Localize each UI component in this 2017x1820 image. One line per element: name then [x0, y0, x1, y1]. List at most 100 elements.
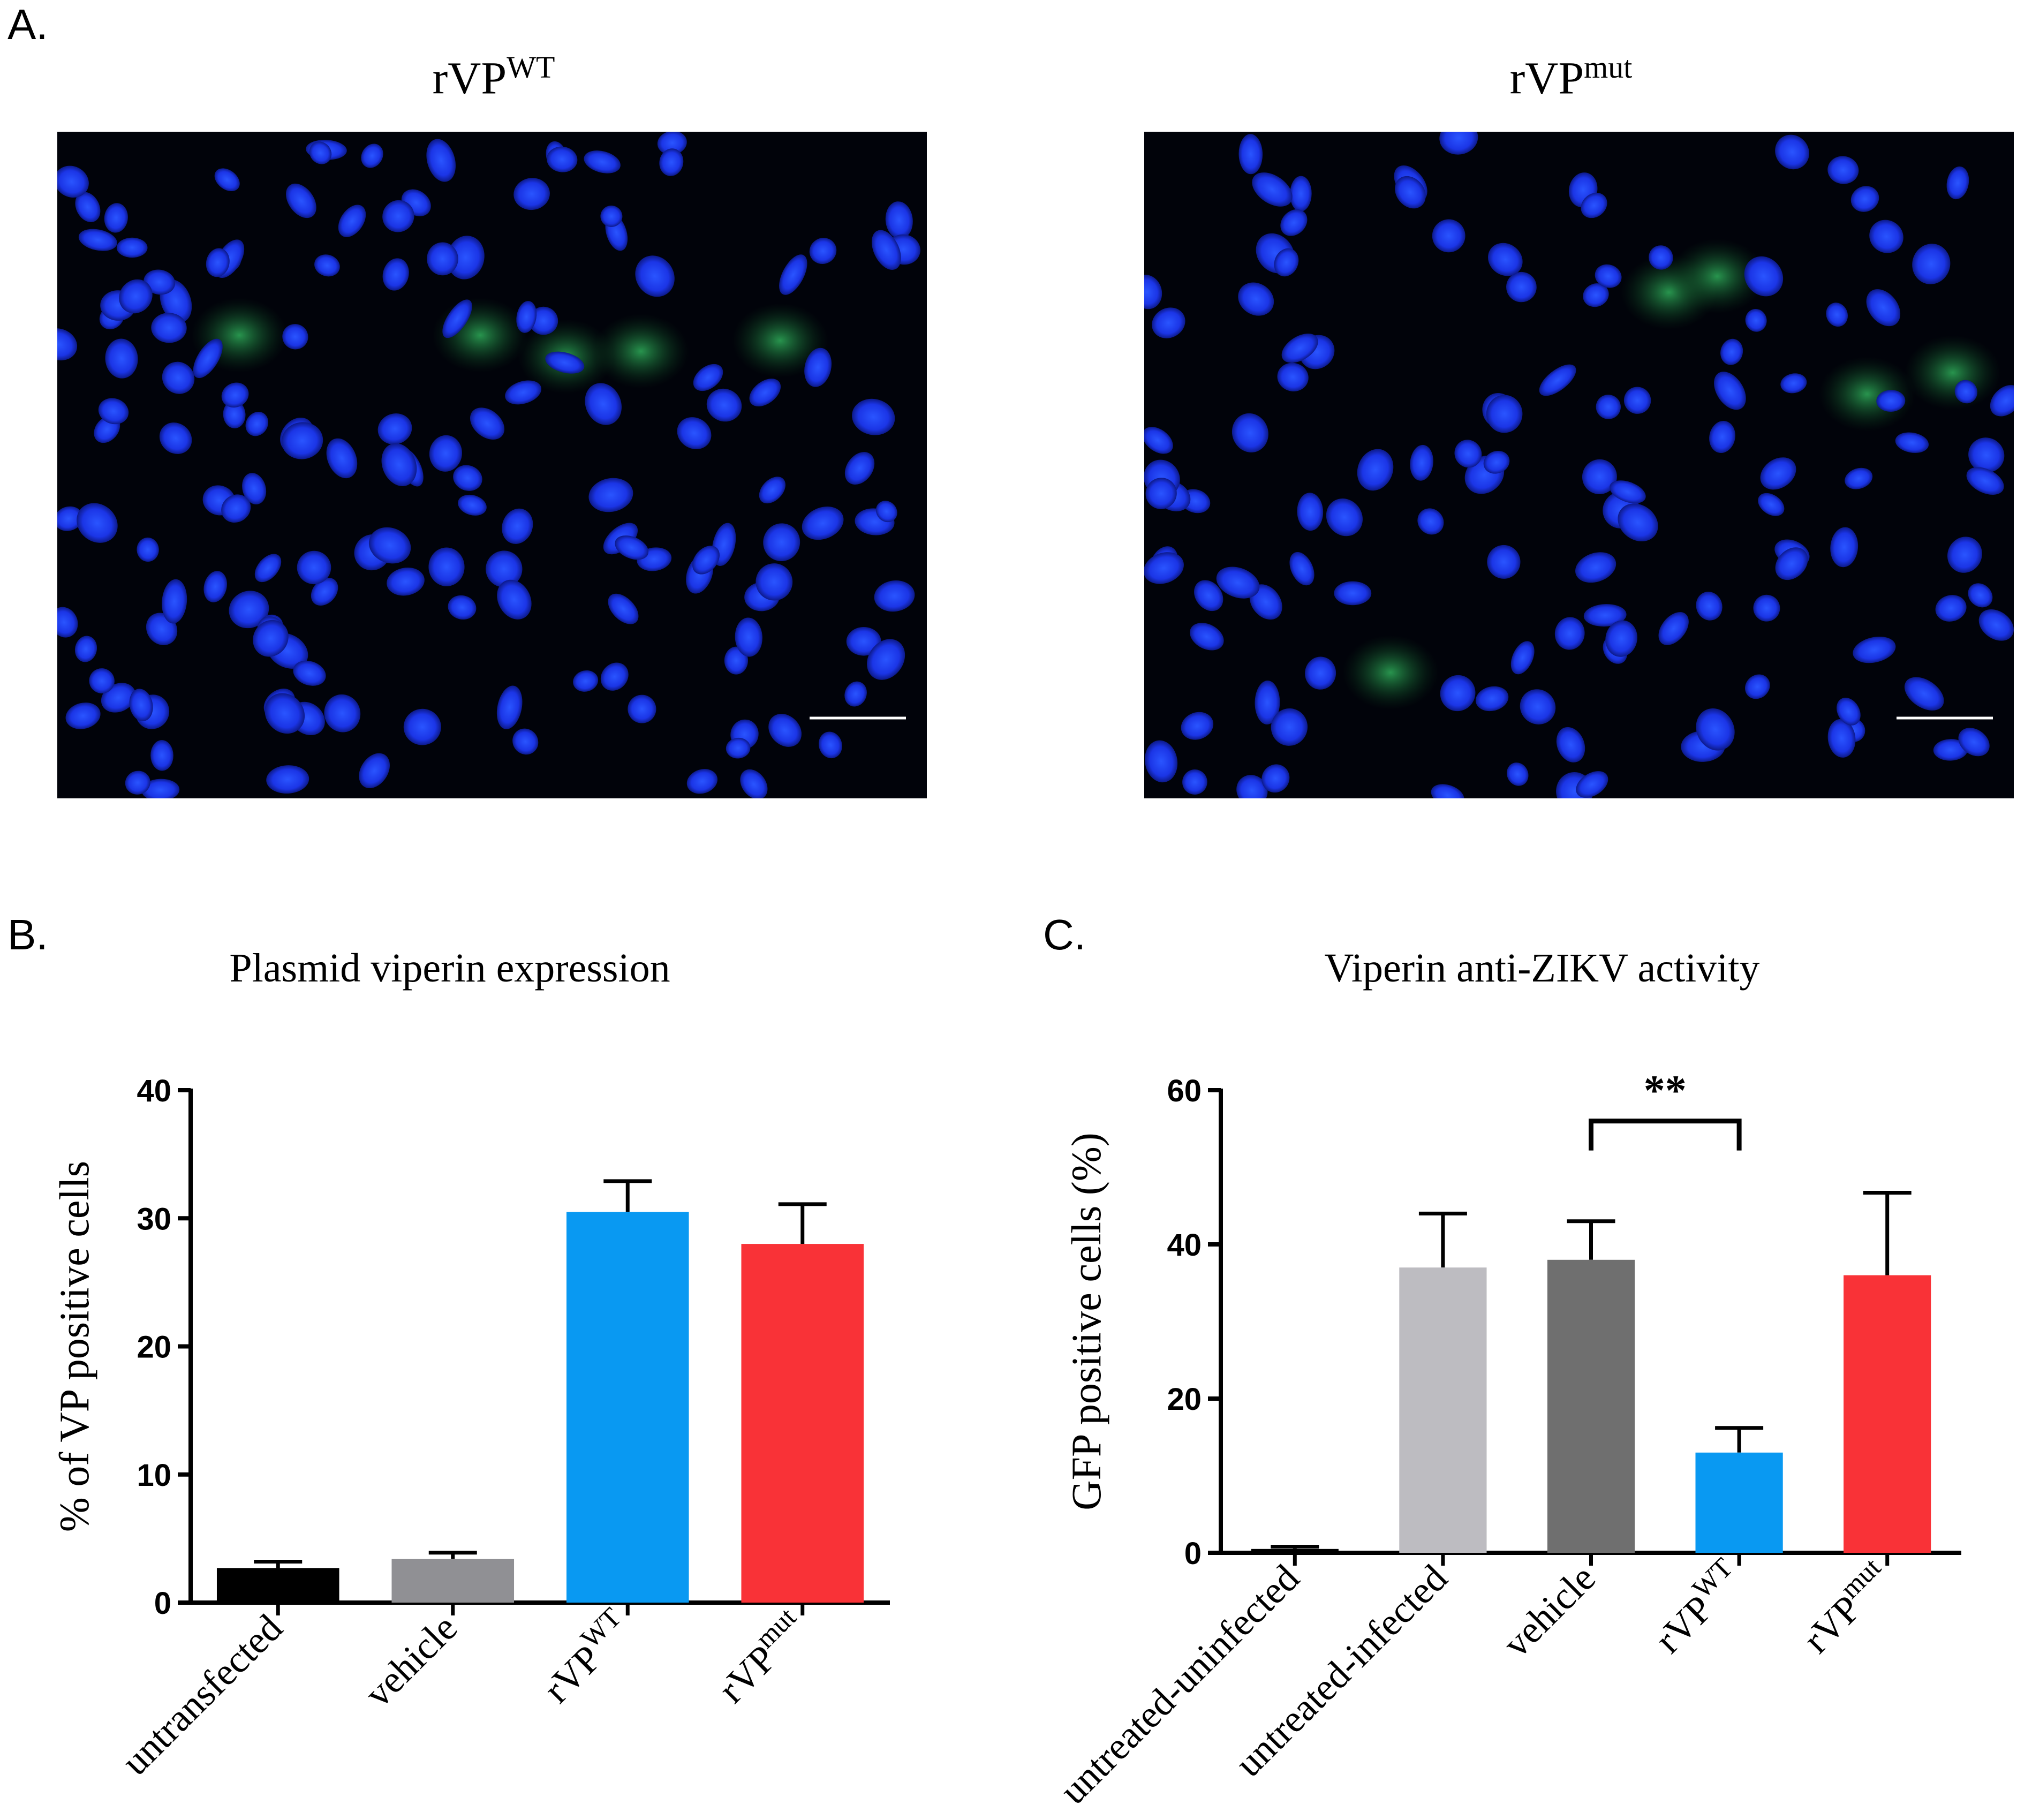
nucleus	[162, 361, 195, 394]
x-tick-label: vehicle	[356, 1606, 465, 1716]
nucleus	[1334, 581, 1372, 606]
nucleus	[1507, 762, 1529, 786]
nucleus	[573, 670, 599, 692]
nucleus	[693, 364, 723, 391]
nucleus	[1623, 387, 1651, 414]
nucleus	[547, 146, 578, 172]
nucleus	[266, 765, 309, 794]
nucleus	[1850, 186, 1879, 212]
nucleus	[1990, 385, 2014, 417]
nucleus	[141, 779, 180, 798]
nucleus	[382, 258, 409, 291]
nucleus	[1238, 134, 1263, 175]
nucleus	[1827, 719, 1856, 758]
nucleus	[1181, 712, 1214, 740]
nucleus	[1297, 493, 1324, 531]
green-cell-signal	[593, 314, 689, 389]
nucleus	[387, 567, 425, 596]
nucleus	[470, 407, 505, 440]
nucleus	[77, 503, 118, 543]
nucleus	[1966, 467, 2004, 495]
nucleus	[1510, 641, 1535, 675]
nucleus	[486, 550, 523, 587]
nucleus	[1216, 567, 1260, 599]
nucleus	[1714, 372, 1746, 410]
nucleus	[453, 465, 482, 491]
bar	[1399, 1267, 1487, 1553]
nucleus	[1968, 437, 2005, 473]
nucleus	[1431, 784, 1464, 798]
nucleus	[1395, 176, 1426, 209]
nucleus	[1232, 413, 1268, 452]
nucleus	[1583, 283, 1609, 307]
nucleus	[852, 398, 895, 435]
nucleus	[311, 577, 338, 606]
nucleus	[726, 737, 751, 759]
nucleus	[1326, 498, 1363, 537]
nucleus	[512, 728, 539, 755]
nucleus	[119, 279, 153, 314]
x-tick-label: rVPmut	[706, 1602, 815, 1711]
x-tick-label: vehicle	[1494, 1557, 1604, 1666]
nucleus	[1978, 609, 2014, 641]
nucleus	[1605, 620, 1637, 657]
nucleus	[1152, 307, 1185, 338]
nucleus	[1261, 764, 1290, 793]
significance-label: **	[1644, 1068, 1687, 1115]
nucleus	[513, 178, 550, 210]
micrograph-title-mut-sup: mut	[1584, 50, 1633, 85]
significance-bracket	[1589, 1119, 1742, 1151]
micrograph-title-mut-base: rVP	[1509, 52, 1584, 104]
nucleus	[1845, 467, 1873, 489]
nucleus	[1487, 545, 1521, 579]
nucleus	[497, 579, 532, 620]
nucleus	[1238, 282, 1274, 316]
nucleus	[359, 753, 390, 788]
nucleus	[584, 150, 621, 173]
nucleus	[867, 639, 905, 680]
nucleus	[1194, 580, 1223, 611]
nucleus	[1780, 373, 1807, 394]
nucleus	[426, 139, 456, 182]
nucleus	[326, 438, 358, 479]
bar	[391, 1559, 515, 1603]
nucleus	[1826, 303, 1848, 327]
nucleus	[245, 412, 269, 436]
green-cell-signal	[1905, 335, 2001, 410]
nucleus	[1439, 132, 1478, 155]
bar	[566, 1212, 689, 1603]
nucleus	[809, 238, 837, 264]
nucleus	[1709, 421, 1735, 453]
nucleus	[1968, 583, 1993, 608]
nucleus	[628, 694, 656, 723]
nucleus	[496, 685, 523, 729]
nucleus	[447, 236, 485, 280]
nucleus	[57, 607, 78, 638]
nucleus	[193, 338, 223, 379]
nucleus	[1830, 527, 1859, 568]
green-cell-signal	[1342, 635, 1439, 710]
nucleus	[1236, 775, 1268, 798]
nucleus	[1595, 264, 1622, 288]
nucleus	[874, 580, 915, 612]
nucleus	[1556, 727, 1585, 762]
nucleus	[1182, 769, 1207, 795]
nucleus	[1753, 594, 1780, 622]
y-tick-label: 40	[137, 1074, 171, 1108]
nucleus	[214, 168, 240, 192]
nucleus	[78, 229, 117, 251]
nucleus	[381, 443, 417, 486]
nucleus	[1440, 675, 1476, 712]
nucleus	[162, 579, 187, 624]
y-tick-label: 30	[137, 1202, 171, 1236]
nucleus	[1876, 390, 1906, 412]
green-cell-signal	[732, 303, 828, 378]
nucleus	[1274, 248, 1299, 277]
nucleus	[254, 554, 282, 583]
nucleus	[1744, 256, 1784, 297]
nucleus	[779, 254, 807, 295]
nucleus	[763, 523, 800, 562]
nucleus	[677, 417, 712, 449]
y-tick-label: 40	[1167, 1228, 1202, 1263]
nucleus	[75, 192, 101, 222]
